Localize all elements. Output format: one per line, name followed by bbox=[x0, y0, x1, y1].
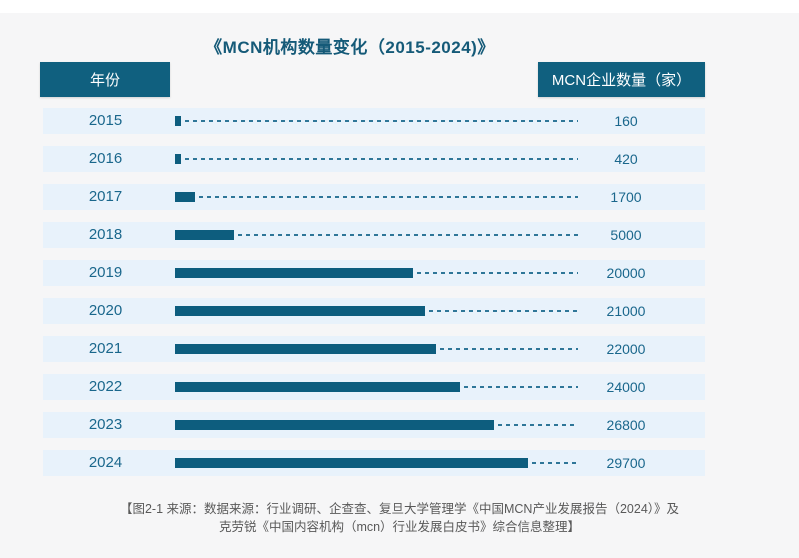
value-bar bbox=[175, 458, 528, 468]
value-bar bbox=[175, 306, 425, 316]
dashed-leader-line bbox=[464, 386, 578, 388]
value-bar bbox=[175, 344, 436, 354]
source-caption-line1: 【图2-1 来源：数据来源：行业调研、企查查、复旦大学管理学《中国MCN产业发展… bbox=[119, 502, 680, 516]
year-label: 2020 bbox=[88, 302, 123, 319]
top-strip bbox=[0, 0, 799, 13]
chart-row: 2016 420 bbox=[43, 146, 705, 172]
year-label: 2022 bbox=[88, 378, 123, 395]
value-label: 29700 bbox=[606, 455, 646, 471]
chart-row: 2021 22000 bbox=[43, 336, 705, 362]
year-label: 2016 bbox=[88, 150, 123, 167]
value-bar bbox=[175, 154, 181, 164]
chart-row: 2020 21000 bbox=[43, 298, 705, 324]
chart-row: 2015 160 bbox=[43, 108, 705, 134]
chart-row: 2023 26800 bbox=[43, 412, 705, 438]
year-label: 2024 bbox=[88, 454, 123, 471]
chart-row: 2024 29700 bbox=[43, 450, 705, 476]
dashed-leader-line bbox=[498, 424, 578, 426]
chart-row: 2022 24000 bbox=[43, 374, 705, 400]
header-box-year: 年份 bbox=[40, 62, 170, 97]
value-bar bbox=[175, 420, 494, 430]
source-caption: 【图2-1 来源：数据来源：行业调研、企查查、复旦大学管理学《中国MCN产业发展… bbox=[0, 500, 799, 536]
year-label: 2015 bbox=[88, 112, 123, 129]
dashed-leader-line bbox=[185, 158, 578, 160]
chart-row: 2018 5000 bbox=[43, 222, 705, 248]
year-label: 2023 bbox=[88, 416, 123, 433]
value-label: 420 bbox=[614, 151, 638, 167]
chart-rows: 2015 160 2016 420 2017 1700 2018 5000 20… bbox=[43, 108, 705, 488]
year-label: 2017 bbox=[88, 188, 123, 205]
chart-row: 2019 20000 bbox=[43, 260, 705, 286]
value-bar bbox=[175, 230, 234, 240]
value-label: 21000 bbox=[606, 303, 646, 319]
chart-title: 《MCN机构数量变化（2015-2024)》 bbox=[205, 38, 495, 57]
dashed-leader-line bbox=[532, 462, 578, 464]
value-label: 1700 bbox=[610, 189, 642, 205]
header-count-label: MCN企业数量（家） bbox=[551, 72, 692, 89]
value-bar bbox=[175, 268, 413, 278]
value-label: 20000 bbox=[606, 265, 646, 281]
dashed-leader-line bbox=[429, 310, 578, 312]
value-label: 22000 bbox=[606, 341, 646, 357]
header-box-count: MCN企业数量（家） bbox=[538, 62, 705, 97]
value-label: 24000 bbox=[606, 379, 646, 395]
value-label: 160 bbox=[614, 113, 638, 129]
year-label: 2018 bbox=[88, 226, 123, 243]
dashed-leader-line bbox=[185, 120, 578, 122]
dashed-leader-line bbox=[199, 196, 578, 198]
value-bar bbox=[175, 382, 460, 392]
year-label: 2021 bbox=[88, 340, 123, 357]
value-label: 26800 bbox=[606, 417, 646, 433]
chart-row: 2017 1700 bbox=[43, 184, 705, 210]
dashed-leader-line bbox=[238, 234, 578, 236]
source-caption-line2: 克劳锐《中国内容机构（mcn）行业发展白皮书》综合信息整理】 bbox=[218, 520, 581, 534]
value-bar bbox=[175, 116, 181, 126]
dashed-leader-line bbox=[417, 272, 578, 274]
header-year-label: 年份 bbox=[89, 72, 120, 89]
value-label: 5000 bbox=[610, 227, 642, 243]
value-bar bbox=[175, 192, 195, 202]
year-label: 2019 bbox=[88, 264, 123, 281]
dashed-leader-line bbox=[440, 348, 578, 350]
